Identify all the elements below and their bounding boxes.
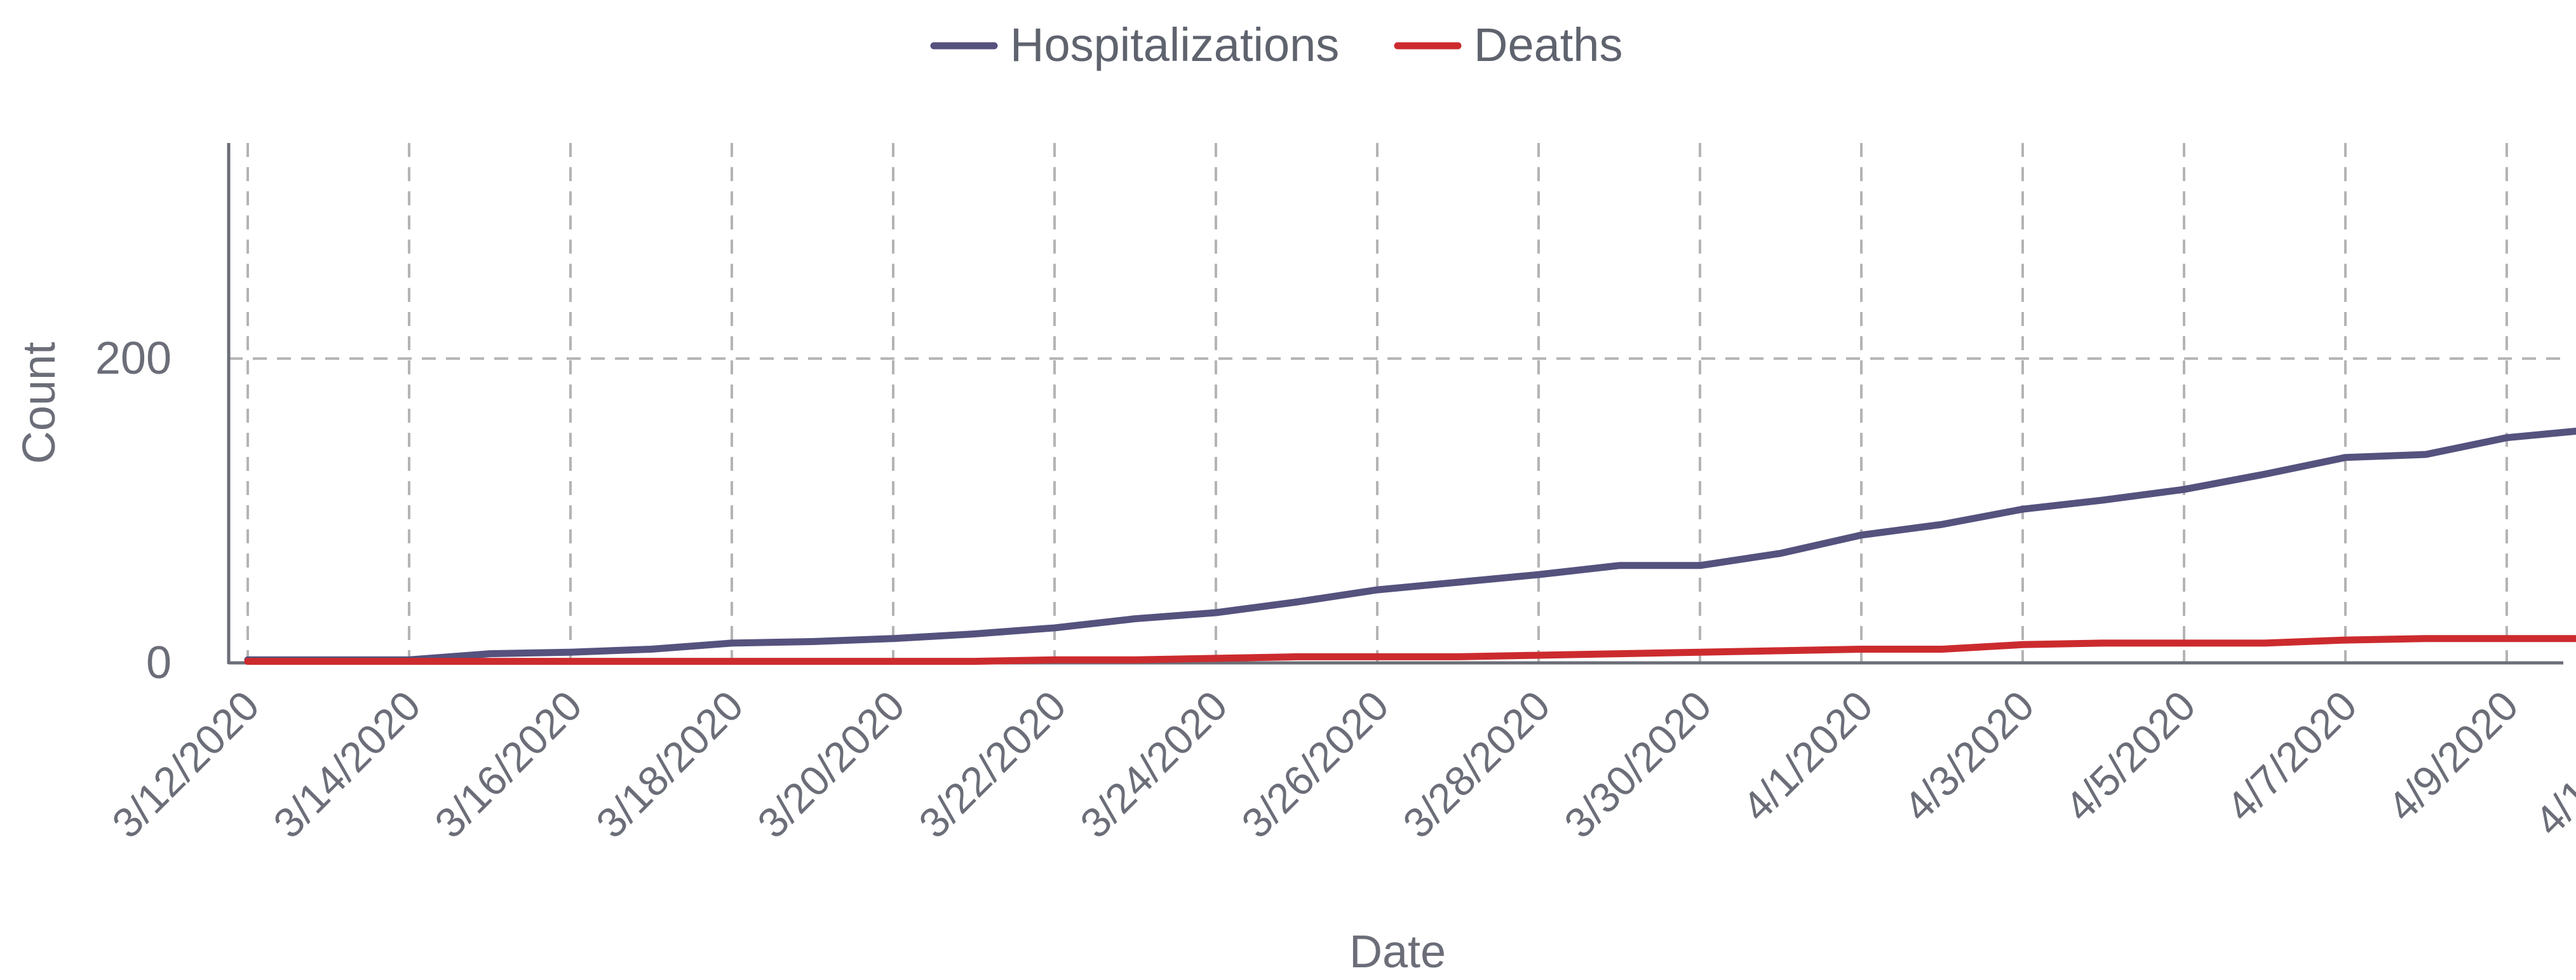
x-tick-label: 4/3/2020	[1894, 682, 2043, 831]
y-axis-label: Count	[14, 342, 65, 464]
tick-labels: 0 200 3/12/20203/14/20203/16/20203/18/2020…	[95, 333, 2576, 847]
x-tick-label: 3/12/2020	[103, 682, 268, 847]
x-tick-label: 3/28/2020	[1394, 682, 1559, 847]
x-axis-label: Date	[1349, 927, 1446, 977]
x-tick-label: 3/24/2020	[1071, 682, 1236, 847]
x-tick-label: 3/14/2020	[264, 682, 429, 847]
grid-lines	[229, 143, 2563, 663]
legend: Hospitalizations Deaths	[930, 18, 1622, 71]
x-tick-label: 4/9/2020	[2378, 682, 2527, 831]
x-tick-label: 3/20/2020	[748, 682, 914, 847]
x-tick-label: 4/5/2020	[2056, 682, 2204, 831]
series-layer	[244, 427, 2576, 665]
legend-label-hospitalizations: Hospitalizations	[1010, 18, 1339, 71]
x-tick-label: 4/1/2020	[1733, 682, 1882, 831]
series-line-deaths	[244, 635, 2576, 665]
x-tick-label: 4/11/2020	[2525, 682, 2576, 845]
legend-label-deaths: Deaths	[1474, 18, 1622, 71]
x-tick-label: 3/16/2020	[426, 682, 591, 847]
x-tick-label: 3/30/2020	[1555, 682, 1720, 847]
series-line-hospitalizations	[244, 427, 2576, 664]
y-tick-label: 0	[146, 637, 172, 688]
x-tick-label: 4/7/2020	[2217, 682, 2366, 831]
x-tick-label: 3/22/2020	[910, 682, 1075, 847]
x-tick-label: 3/18/2020	[587, 682, 752, 847]
x-tick-label: 3/26/2020	[1232, 682, 1398, 847]
y-tick-label: 200	[95, 333, 172, 384]
